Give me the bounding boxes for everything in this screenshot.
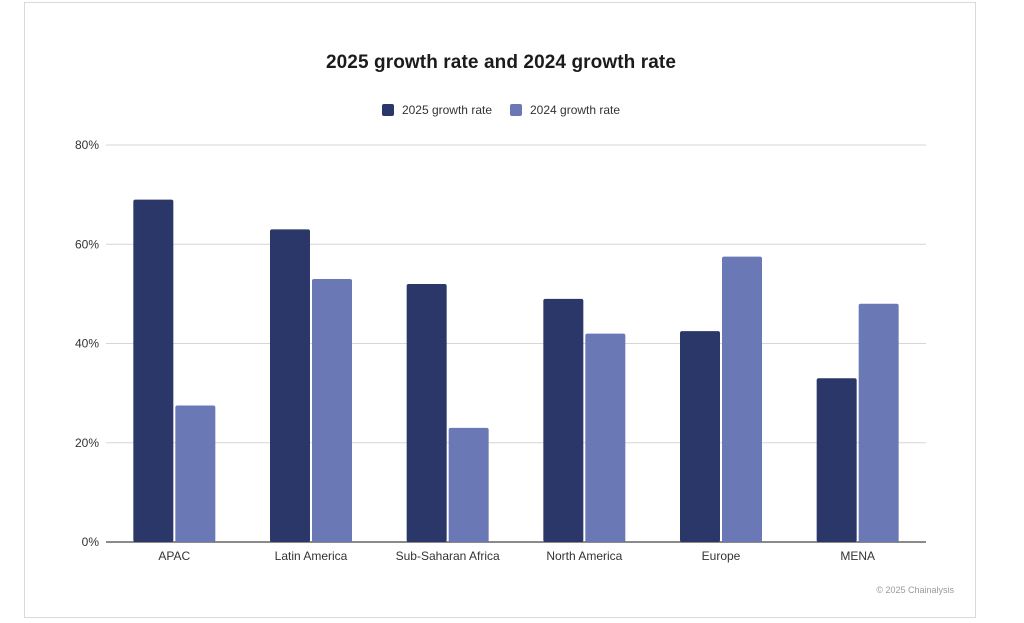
y-tick-label: 40% xyxy=(75,337,99,351)
legend-swatch-2024 xyxy=(510,104,522,116)
bar-2025-europe xyxy=(680,331,720,542)
bar-2024-sub-saharan-africa xyxy=(448,427,489,542)
bar-2025-north-america xyxy=(543,298,584,542)
bar-2024-north-america xyxy=(585,333,626,542)
x-tick-label: North America xyxy=(546,549,622,563)
legend-item-2025: 2025 growth rate xyxy=(381,103,492,117)
x-tick-label: APAC xyxy=(158,549,190,563)
bar-2024-europe xyxy=(722,256,762,542)
y-tick-label: 60% xyxy=(75,237,99,251)
x-tick-label: MENA xyxy=(840,549,875,563)
bar-2024-apac xyxy=(175,405,216,542)
bar-2025-sub-saharan-africa xyxy=(406,283,447,542)
chart-legend: 2025 growth rate 2024 growth rate xyxy=(0,103,1002,117)
bar-2024-mena xyxy=(858,303,899,542)
legend-label-2024: 2024 growth rate xyxy=(530,103,621,117)
x-tick-label: Sub-Saharan Africa xyxy=(396,549,500,563)
bar-2025-latin-america xyxy=(270,229,310,543)
y-tick-label: 20% xyxy=(75,436,99,450)
chart-title: 2025 growth rate and 2024 growth rate xyxy=(325,52,677,73)
legend-item-2024: 2024 growth rate xyxy=(510,103,620,117)
bar-2025-mena xyxy=(816,378,857,542)
bar-2025-apac xyxy=(133,199,174,542)
x-tick-label: Latin America xyxy=(275,549,348,563)
legend-label-2025: 2025 growth rate xyxy=(401,103,492,117)
copyright-text: © 2025 Chainalysis xyxy=(876,585,954,595)
legend-swatch-2025 xyxy=(381,104,394,116)
y-tick-label: 80% xyxy=(75,138,99,152)
x-tick-label: Europe xyxy=(702,549,741,563)
y-tick-label: 0% xyxy=(82,535,100,549)
bar-2024-latin-america xyxy=(312,278,352,542)
